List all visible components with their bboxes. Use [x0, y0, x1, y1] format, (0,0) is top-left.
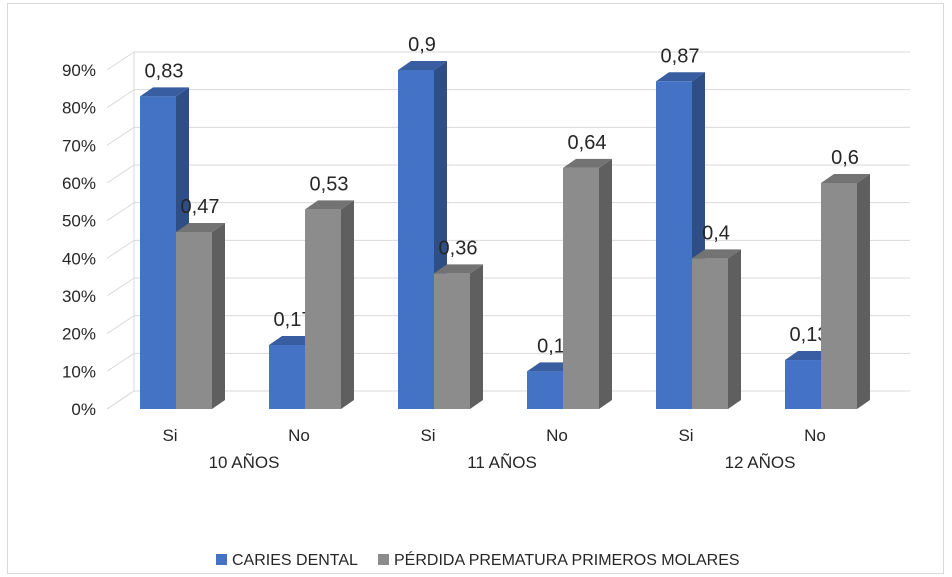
data-label: 0,64	[568, 132, 607, 154]
data-label: 0,47	[181, 196, 220, 218]
bar-top	[434, 264, 483, 274]
x-category-label: Si	[420, 426, 435, 445]
bar-top	[656, 72, 705, 82]
bar-front	[821, 183, 857, 409]
data-label: 0,6	[831, 147, 859, 169]
gridline-diagonal	[106, 315, 135, 335]
data-label: 0,1	[537, 335, 565, 357]
y-tick-label: 20%	[62, 325, 96, 344]
gridline-diagonal	[106, 202, 135, 222]
y-tick-label: 70%	[62, 136, 96, 155]
x-group-label: 12 AÑOS	[725, 453, 796, 472]
x-category-label: No	[288, 426, 310, 445]
gridline-diagonal	[106, 51, 135, 71]
bar-top	[140, 87, 189, 97]
x-category-label: No	[804, 426, 826, 445]
data-label: 0,53	[310, 173, 349, 195]
y-tick-label: 60%	[62, 174, 96, 193]
x-group-label: 11 AÑOS	[467, 453, 537, 472]
bar-side	[857, 174, 870, 409]
y-tick-label: 80%	[62, 99, 96, 118]
gridline-diagonal	[106, 239, 135, 259]
y-tick-label: 90%	[62, 61, 96, 80]
bar-top	[305, 200, 354, 210]
data-label: 0,83	[145, 60, 184, 82]
bar-top	[563, 158, 612, 168]
bar-front	[269, 344, 305, 409]
data-label: 0,4	[702, 222, 730, 244]
legend-swatch	[378, 554, 389, 565]
y-tick-label: 0%	[71, 400, 96, 419]
bar-front	[434, 273, 470, 409]
bar-front	[140, 96, 176, 409]
y-tick-label: 10%	[62, 362, 96, 381]
bar-side	[728, 249, 741, 409]
y-tick-label: 40%	[62, 249, 96, 268]
data-label: 0,36	[439, 237, 478, 259]
data-label: 0,13	[790, 324, 829, 346]
bar-front	[176, 231, 212, 409]
bar-side	[341, 200, 354, 409]
x-group-label: 10 AÑOS	[209, 453, 280, 472]
bar-front	[527, 371, 563, 409]
gridline-diagonal	[106, 126, 135, 146]
bar-front	[692, 258, 728, 409]
legend-swatch	[216, 554, 227, 565]
data-label: 0,87	[661, 45, 700, 67]
bar-side	[212, 222, 225, 409]
bar-top	[692, 249, 741, 259]
bar-front	[785, 360, 821, 409]
bar-front	[563, 167, 599, 409]
gridline-diagonal	[106, 352, 135, 372]
gridline-diagonal	[106, 164, 135, 184]
bar-top	[398, 61, 447, 70]
data-label: 0,9	[408, 34, 436, 56]
x-category-label: Si	[678, 426, 693, 445]
x-category-label: Si	[162, 426, 177, 445]
gridline-diagonal	[106, 277, 135, 297]
bar-side	[599, 158, 612, 409]
gridline-diagonal	[106, 89, 135, 109]
x-category-label: No	[546, 426, 568, 445]
legend-label: CARIES DENTAL	[232, 552, 358, 569]
bar-front	[398, 70, 434, 409]
bar-top	[821, 174, 870, 183]
bar-top	[176, 222, 225, 232]
legend-label: PÉRDIDA PREMATURA PRIMEROS MOLARES	[394, 550, 740, 569]
bar-front	[656, 81, 692, 410]
y-tick-label: 30%	[62, 287, 96, 306]
bar-side	[470, 264, 483, 409]
bar-front	[305, 209, 341, 409]
gridline-diagonal	[106, 390, 135, 410]
y-tick-label: 50%	[62, 212, 96, 231]
data-label: 0,17	[274, 309, 313, 331]
